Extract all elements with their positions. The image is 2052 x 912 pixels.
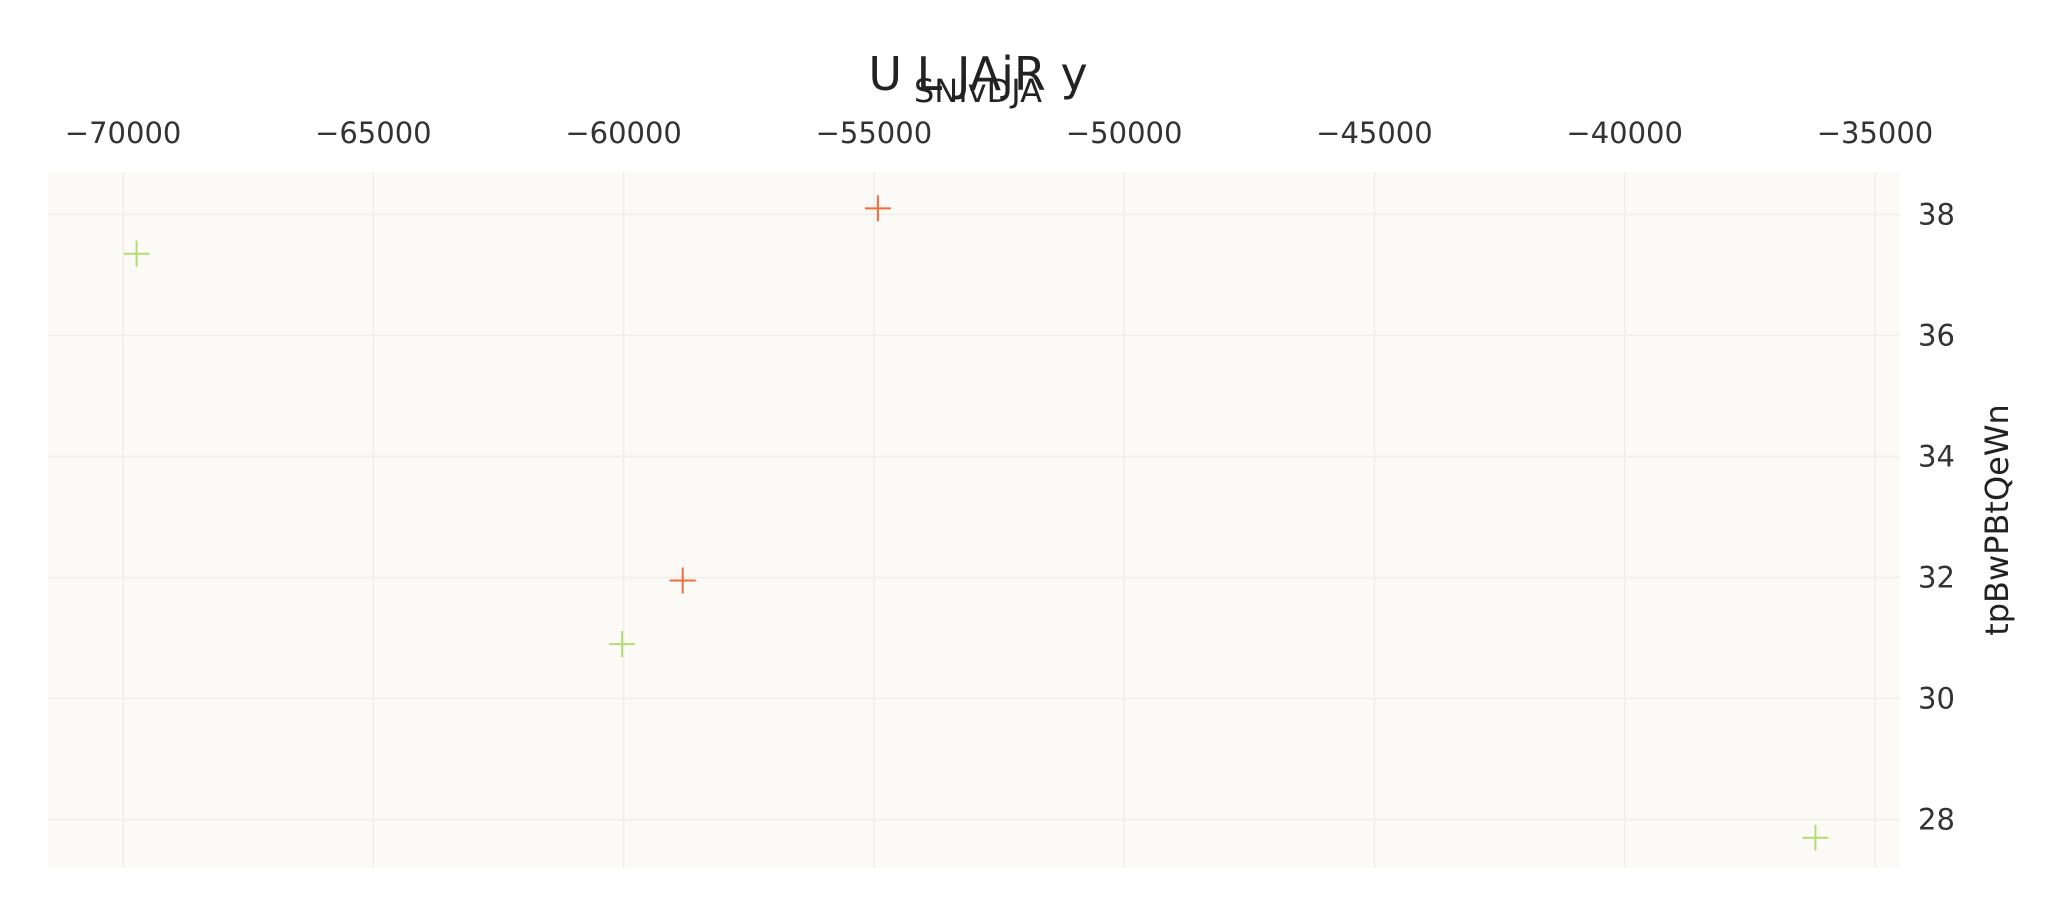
data-points <box>123 195 1829 851</box>
y-tick-label: 32 <box>1918 560 1955 594</box>
data-point <box>609 631 636 658</box>
y-axis-ticks: 28 30 32 34 36 38 <box>1918 197 1955 836</box>
grid <box>48 172 1900 868</box>
y-axis-title: tpBwPBtQeWn <box>1978 404 2016 636</box>
x-axis-title: SNIvDJA <box>914 72 1042 110</box>
x-tick-label: −70000 <box>65 116 182 150</box>
data-point <box>669 567 696 594</box>
x-tick-label: −65000 <box>315 116 432 150</box>
y-tick-label: 36 <box>1918 318 1955 352</box>
x-tick-label: −60000 <box>565 116 682 150</box>
x-tick-label: −50000 <box>1066 116 1183 150</box>
x-tick-label: −55000 <box>816 116 933 150</box>
x-tick-label: −40000 <box>1566 116 1683 150</box>
y-tick-label: 30 <box>1918 682 1955 716</box>
x-tick-label: −35000 <box>1817 116 1934 150</box>
x-tick-label: −45000 <box>1316 116 1433 150</box>
data-point <box>864 195 891 222</box>
chart-title: U L JAjR y <box>868 47 1087 101</box>
data-point <box>123 240 150 267</box>
data-point <box>1802 824 1829 851</box>
y-tick-label: 28 <box>1918 803 1955 837</box>
y-tick-label: 34 <box>1918 439 1955 473</box>
x-axis-ticks: −70000 −65000 −60000 −55000 −50000 −45000 −400… <box>65 116 1933 150</box>
plot-area <box>48 172 1900 868</box>
y-tick-label: 38 <box>1918 197 1955 231</box>
